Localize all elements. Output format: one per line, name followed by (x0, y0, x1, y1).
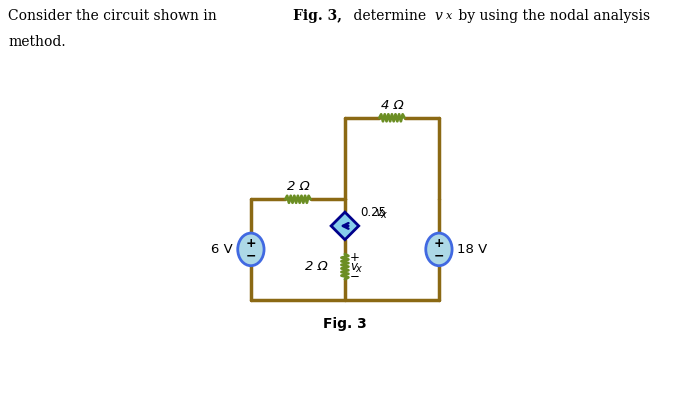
Text: +: + (350, 251, 360, 264)
Ellipse shape (426, 233, 452, 266)
Text: +: + (433, 236, 444, 249)
Text: Fig. 3: Fig. 3 (323, 317, 367, 331)
Text: determine: determine (349, 9, 430, 23)
Text: x: x (380, 210, 386, 220)
Text: by using the nodal analysis: by using the nodal analysis (454, 9, 649, 23)
Text: method.: method. (8, 35, 66, 48)
Text: −: − (350, 269, 360, 282)
Polygon shape (331, 212, 359, 240)
Text: 0.25: 0.25 (361, 206, 386, 219)
Text: 4 Ω: 4 Ω (380, 99, 403, 112)
Ellipse shape (238, 233, 264, 266)
Text: 6 V: 6 V (211, 243, 233, 256)
Text: 18 V: 18 V (457, 243, 487, 256)
Text: 2 Ω: 2 Ω (305, 260, 328, 273)
Text: +: + (246, 236, 256, 249)
Text: x: x (446, 11, 452, 22)
Text: −: − (246, 250, 256, 263)
Text: v: v (434, 9, 442, 23)
Text: v: v (376, 206, 383, 219)
Text: v: v (350, 260, 357, 273)
Text: 2 Ω: 2 Ω (287, 180, 310, 193)
Text: Consider the circuit shown in: Consider the circuit shown in (8, 9, 221, 23)
Text: −: − (433, 250, 444, 263)
Text: Fig. 3,: Fig. 3, (293, 9, 342, 23)
Text: x: x (355, 264, 361, 274)
